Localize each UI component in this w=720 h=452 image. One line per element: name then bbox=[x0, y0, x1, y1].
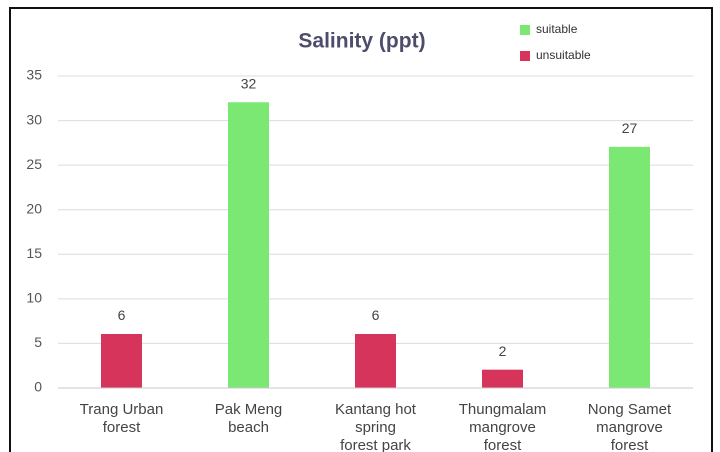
data-label: 27 bbox=[622, 120, 638, 136]
legend-label: unsuitable bbox=[536, 48, 591, 62]
x-tick-label: Nong Samet mangrove forest bbox=[588, 401, 672, 452]
x-tick-label: Pak Meng beach bbox=[215, 401, 283, 436]
x-tick-label: Trang Urban forest bbox=[80, 401, 164, 436]
bar bbox=[355, 334, 396, 389]
y-tick-label: 5 bbox=[34, 334, 42, 350]
data-label: 32 bbox=[241, 75, 257, 91]
y-tick-label: 35 bbox=[26, 67, 42, 83]
data-label: 6 bbox=[118, 307, 126, 323]
y-tick-label: 15 bbox=[26, 245, 42, 261]
y-tick-label: 25 bbox=[26, 156, 42, 172]
y-tick-label: 10 bbox=[26, 290, 42, 306]
x-tick-label: Thungmalam mangrove forest bbox=[459, 401, 547, 452]
bar bbox=[609, 146, 650, 389]
data-label: 6 bbox=[372, 307, 380, 323]
legend-swatch bbox=[520, 25, 530, 35]
x-tick-label: Kantang hot spring forest park bbox=[335, 401, 417, 452]
bar bbox=[101, 334, 142, 389]
legend-swatch bbox=[520, 51, 530, 61]
data-label: 2 bbox=[499, 343, 507, 359]
y-tick-label: 30 bbox=[26, 111, 42, 127]
bar bbox=[228, 102, 269, 389]
y-tick-label: 20 bbox=[26, 200, 42, 216]
y-tick-label: 0 bbox=[34, 379, 42, 395]
bar bbox=[482, 369, 523, 389]
chart-title: Salinity (ppt) bbox=[298, 30, 425, 53]
legend-label: suitable bbox=[536, 22, 578, 36]
